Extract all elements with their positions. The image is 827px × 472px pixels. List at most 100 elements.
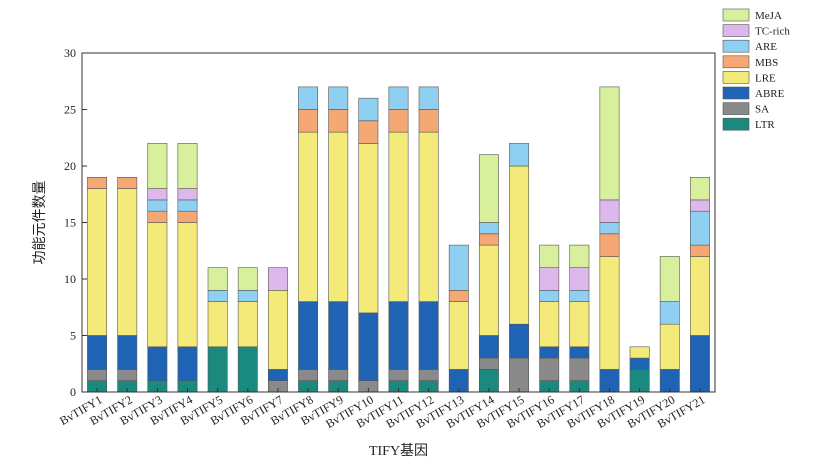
x-axis-title: TIFY基因 [369, 442, 428, 459]
bar-segment-mbs-bvtify9 [329, 110, 348, 133]
bar-segment-meja-bvtify21 [690, 177, 709, 200]
legend-label-ltr: LTR [755, 119, 775, 131]
bar-segment-mbs-bvtify21 [690, 245, 709, 256]
bar-segment-tc-rich-bvtify16 [540, 268, 559, 291]
bar-segment-meja-bvtify6 [238, 268, 257, 291]
legend-swatch-mbs [723, 56, 749, 68]
bar-segment-lre-bvtify3 [148, 223, 167, 347]
bar-segment-are-bvtify5 [208, 290, 227, 301]
bar-segment-are-bvtify13 [449, 245, 468, 290]
bar-segment-sa-bvtify2 [118, 369, 137, 380]
bar-segment-abre-bvtify19 [630, 358, 649, 369]
legend-label-meja: MeJA [755, 10, 782, 22]
bar-segment-abre-bvtify8 [298, 302, 317, 370]
y-tick-label: 10 [64, 272, 76, 286]
bar-segment-lre-bvtify16 [540, 302, 559, 347]
legend-swatch-tc-rich [723, 25, 749, 37]
bar-segment-abre-bvtify11 [389, 302, 408, 370]
bar-segment-lre-bvtify8 [298, 132, 317, 302]
bar-segment-mbs-bvtify14 [479, 234, 498, 245]
bar-segment-tc-rich-bvtify18 [600, 200, 619, 223]
bar-segment-are-bvtify8 [298, 87, 317, 110]
y-tick-label: 20 [64, 159, 76, 173]
legend-swatch-ltr [723, 118, 749, 130]
bar-segment-lre-bvtify19 [630, 347, 649, 358]
bar-segment-meja-bvtify14 [479, 155, 498, 223]
y-tick-label: 15 [64, 216, 76, 230]
bar-segment-sa-bvtify9 [329, 369, 348, 380]
bar-segment-are-bvtify10 [359, 98, 378, 121]
y-axis-title: 功能元件数量 [32, 181, 48, 265]
bar-segment-lre-bvtify20 [660, 324, 679, 369]
bar-segment-abre-bvtify9 [329, 302, 348, 370]
bar-segment-lre-bvtify9 [329, 132, 348, 302]
bar-segment-abre-bvtify21 [690, 336, 709, 393]
bar-segment-lre-bvtify4 [178, 223, 197, 347]
bar-segment-ltr-bvtify5 [208, 347, 227, 392]
bar-segment-mbs-bvtify13 [449, 290, 468, 301]
bar-segment-sa-bvtify1 [87, 369, 106, 380]
bar-segment-mbs-bvtify8 [298, 110, 317, 133]
bar-segment-abre-bvtify16 [540, 347, 559, 358]
bar-segment-lre-bvtify5 [208, 302, 227, 347]
legend-label-sa: SA [755, 104, 769, 116]
bar-segment-mbs-bvtify4 [178, 211, 197, 222]
bar-segment-lre-bvtify7 [268, 290, 287, 369]
bar-segment-are-bvtify21 [690, 211, 709, 245]
bar-segment-sa-bvtify17 [570, 358, 589, 381]
legend-label-tc-rich: TC-rich [755, 26, 790, 38]
bar-segment-mbs-bvtify18 [600, 234, 619, 257]
legend-label-mbs: MBS [755, 57, 778, 69]
bar-segment-abre-bvtify15 [509, 324, 528, 358]
bar-segment-are-bvtify9 [329, 87, 348, 110]
bar-segment-are-bvtify15 [509, 143, 528, 166]
bar-segment-sa-bvtify12 [419, 369, 438, 380]
bar-segment-are-bvtify17 [570, 290, 589, 301]
bar-segment-sa-bvtify16 [540, 358, 559, 381]
bar-segment-are-bvtify4 [178, 200, 197, 211]
stacked-bar-chart: 0 5 10 15 20 25 30 BvTIFY1 BvTIFY2 BvTIFY3 BvTIFY4… [0, 0, 827, 467]
legend-label-lre: LRE [755, 72, 776, 84]
bar-segment-tc-rich-bvtify21 [690, 200, 709, 211]
bar-segment-meja-bvtify16 [540, 245, 559, 268]
bar-segment-mbs-bvtify12 [419, 110, 438, 133]
bar-segment-tc-rich-bvtify3 [148, 189, 167, 200]
bar-segment-are-bvtify6 [238, 290, 257, 301]
bar-segment-lre-bvtify12 [419, 132, 438, 302]
bar-segment-are-bvtify3 [148, 200, 167, 211]
bar-segment-lre-bvtify1 [87, 189, 106, 336]
bar-segment-mbs-bvtify2 [118, 177, 137, 188]
bar-segment-are-bvtify20 [660, 302, 679, 325]
bar-segment-are-bvtify16 [540, 290, 559, 301]
bar-segment-abre-bvtify17 [570, 347, 589, 358]
legend-label-abre: ABRE [755, 88, 785, 100]
bar-segment-abre-bvtify12 [419, 302, 438, 370]
bar-segment-lre-bvtify17 [570, 302, 589, 347]
bar-segment-abre-bvtify14 [479, 336, 498, 359]
legend-swatch-lre [723, 71, 749, 83]
legend-swatch-sa [723, 103, 749, 115]
bar-segment-lre-bvtify11 [389, 132, 408, 302]
bar-segment-lre-bvtify15 [509, 166, 528, 324]
y-tick-label: 5 [70, 329, 76, 343]
bar-segment-are-bvtify12 [419, 87, 438, 110]
bar-segment-sa-bvtify8 [298, 369, 317, 380]
bar-segment-lre-bvtify14 [479, 245, 498, 335]
bar-segment-meja-bvtify20 [660, 256, 679, 301]
bar-segment-meja-bvtify5 [208, 268, 227, 291]
bar-segment-abre-bvtify1 [87, 336, 106, 370]
bar-segment-lre-bvtify13 [449, 302, 468, 370]
bar-segment-lre-bvtify18 [600, 256, 619, 369]
bar-segment-lre-bvtify10 [359, 143, 378, 313]
legend-swatch-abre [723, 87, 749, 99]
bar-segment-meja-bvtify3 [148, 143, 167, 188]
y-tick-label: 0 [70, 385, 76, 399]
legend-label-are: ARE [755, 41, 777, 53]
bar-segment-abre-bvtify3 [148, 347, 167, 381]
bar-segment-mbs-bvtify1 [87, 177, 106, 188]
bar-segment-tc-rich-bvtify4 [178, 189, 197, 200]
bar-segment-sa-bvtify14 [479, 358, 498, 369]
bar-segment-sa-bvtify15 [509, 358, 528, 392]
bar-segment-mbs-bvtify3 [148, 211, 167, 222]
bar-segment-tc-rich-bvtify7 [268, 268, 287, 291]
